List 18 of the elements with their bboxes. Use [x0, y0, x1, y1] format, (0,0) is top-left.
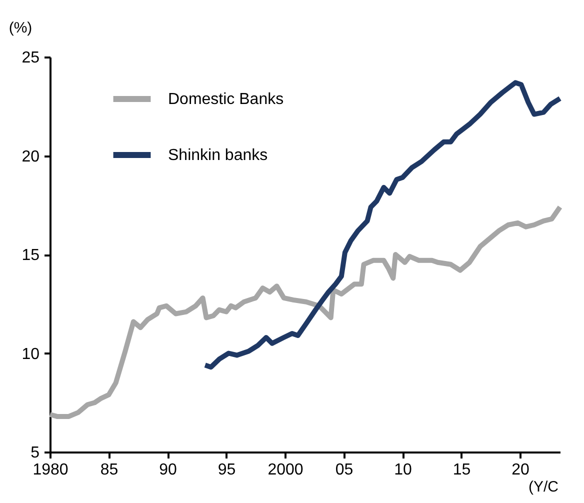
x-tick-label: 05 [335, 462, 354, 478]
x-tick-label: 15 [452, 462, 471, 478]
legend-label: Shinkin banks [168, 147, 268, 164]
y-tick-label: 15 [22, 247, 40, 264]
legend-label: Domestic Banks [168, 91, 284, 108]
x-tick-label: 2000 [268, 462, 304, 478]
x-tick-label: 10 [394, 462, 412, 478]
x-tick-label: 95 [218, 462, 236, 478]
x-axis-title: (Y/C [528, 478, 559, 496]
x-tick-label: 90 [159, 462, 178, 478]
y-tick-label: 20 [22, 148, 40, 166]
y-tick-label: 5 [30, 444, 40, 462]
y-tick-label: 25 [22, 50, 40, 66]
x-tick-label: 20 [512, 462, 530, 478]
x-tick-label: 85 [100, 462, 118, 478]
x-tick-label: 1980 [32, 462, 68, 478]
y-axis-title: (%) [8, 20, 32, 36]
y-tick-label: 10 [22, 346, 40, 363]
